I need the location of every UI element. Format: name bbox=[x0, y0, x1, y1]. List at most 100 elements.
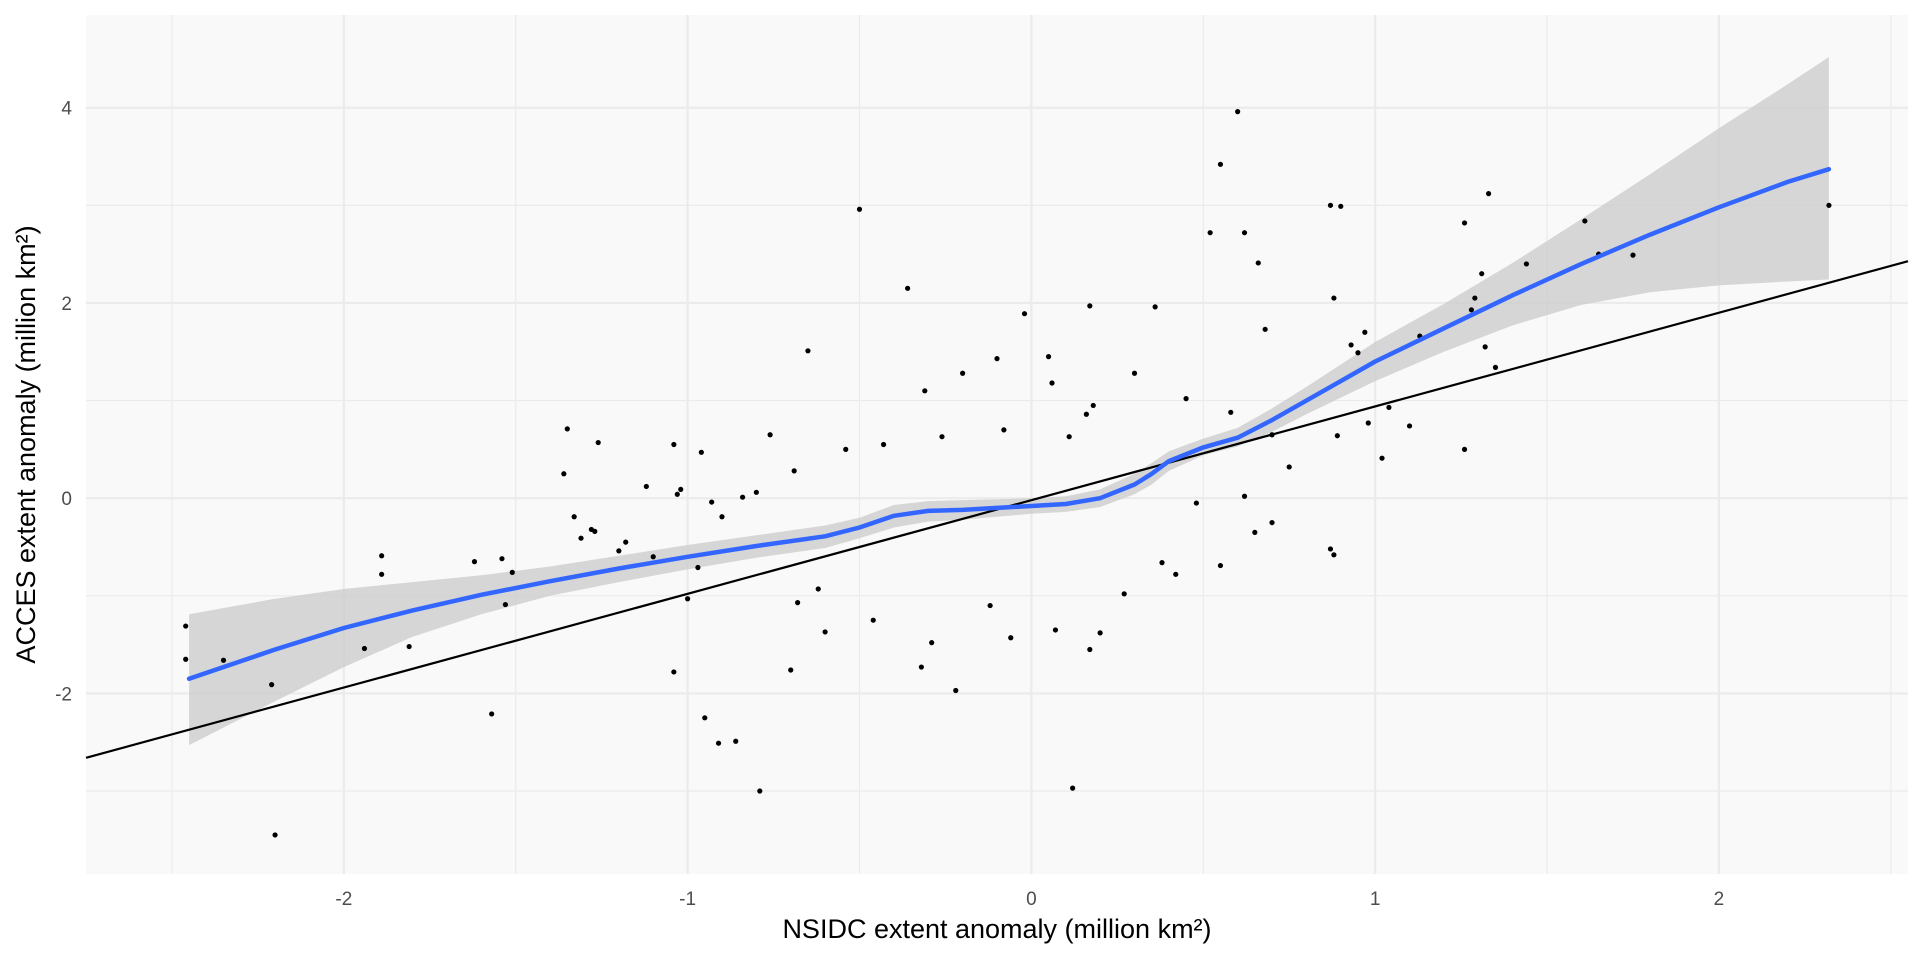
data-point bbox=[788, 667, 794, 673]
data-point bbox=[1630, 252, 1636, 258]
x-tick-label: 2 bbox=[1714, 889, 1725, 910]
data-point bbox=[702, 715, 708, 721]
data-point bbox=[918, 664, 924, 670]
data-point bbox=[671, 441, 677, 448]
data-point bbox=[767, 432, 773, 438]
data-point bbox=[1090, 402, 1096, 409]
data-point bbox=[709, 499, 715, 505]
data-point bbox=[1241, 230, 1248, 236]
data-point bbox=[1045, 354, 1052, 360]
data-point bbox=[1327, 202, 1334, 208]
data-point bbox=[379, 553, 385, 559]
data-point bbox=[183, 656, 189, 662]
data-point bbox=[406, 643, 412, 650]
data-point bbox=[1252, 529, 1258, 535]
data-point bbox=[1472, 295, 1478, 301]
data-point bbox=[1193, 500, 1199, 506]
data-point bbox=[571, 514, 577, 520]
data-point bbox=[1228, 409, 1234, 415]
data-point bbox=[1334, 433, 1340, 439]
data-point bbox=[1468, 307, 1475, 313]
data-point bbox=[1262, 326, 1268, 332]
data-point bbox=[674, 491, 680, 497]
data-point bbox=[1461, 220, 1468, 226]
data-point bbox=[623, 539, 629, 545]
data-point bbox=[1241, 493, 1248, 499]
data-point bbox=[1087, 303, 1093, 309]
data-point bbox=[1355, 350, 1361, 356]
data-point bbox=[939, 434, 945, 440]
data-point bbox=[1159, 560, 1165, 566]
data-point bbox=[870, 617, 876, 623]
data-point bbox=[1152, 304, 1158, 310]
data-point bbox=[791, 468, 797, 474]
data-point bbox=[1327, 546, 1334, 552]
plot-panel bbox=[86, 15, 1908, 874]
data-point bbox=[1582, 218, 1588, 224]
data-point bbox=[678, 486, 684, 493]
data-point bbox=[1097, 630, 1103, 636]
data-point bbox=[1331, 552, 1337, 558]
data-point bbox=[1001, 427, 1007, 433]
data-point bbox=[269, 682, 275, 688]
data-point bbox=[1485, 191, 1492, 197]
smooth-line bbox=[186, 166, 1832, 682]
data-point bbox=[499, 556, 505, 562]
data-point bbox=[856, 206, 863, 212]
data-point bbox=[1479, 271, 1485, 277]
data-point bbox=[1365, 420, 1371, 426]
y-tick-label: 0 bbox=[61, 489, 72, 510]
data-point bbox=[1066, 434, 1072, 440]
data-point bbox=[922, 388, 928, 394]
data-point bbox=[1362, 329, 1368, 335]
data-point bbox=[1183, 396, 1189, 402]
data-point bbox=[1207, 230, 1213, 236]
data-point bbox=[1083, 411, 1089, 417]
data-point bbox=[685, 596, 691, 602]
data-point bbox=[1087, 646, 1093, 653]
data-point bbox=[1386, 404, 1392, 411]
data-point bbox=[1331, 295, 1337, 301]
data-point bbox=[650, 554, 656, 560]
data-point bbox=[1217, 562, 1224, 569]
data-point bbox=[880, 441, 887, 448]
data-point bbox=[592, 528, 598, 534]
data-point bbox=[1379, 455, 1385, 461]
data-point bbox=[595, 439, 601, 446]
data-point bbox=[994, 356, 1000, 362]
data-point bbox=[1255, 260, 1261, 266]
data-point bbox=[1049, 380, 1055, 386]
axis-ticks: -2 -1 0 1 2 -2 0 2 4 bbox=[55, 99, 1724, 910]
data-point bbox=[1461, 446, 1468, 452]
data-point bbox=[715, 740, 722, 746]
data-point bbox=[795, 600, 801, 606]
data-points bbox=[183, 109, 1832, 838]
x-tick-label: -2 bbox=[335, 889, 352, 910]
data-point bbox=[753, 489, 759, 495]
data-point bbox=[220, 657, 227, 663]
data-point bbox=[272, 832, 278, 838]
data-point bbox=[805, 348, 811, 354]
data-point bbox=[1406, 423, 1413, 429]
data-point bbox=[1021, 311, 1028, 317]
x-tick-label: -1 bbox=[679, 889, 696, 910]
data-point bbox=[616, 548, 622, 554]
x-tick-label: 0 bbox=[1026, 889, 1037, 910]
data-point bbox=[578, 535, 584, 541]
data-point bbox=[1523, 261, 1530, 267]
smooth-line-layer bbox=[186, 166, 1832, 682]
data-point bbox=[695, 564, 701, 571]
data-point bbox=[929, 640, 935, 646]
data-point bbox=[822, 629, 828, 635]
data-point bbox=[1052, 627, 1059, 633]
data-point bbox=[843, 446, 849, 452]
data-point bbox=[564, 426, 570, 432]
data-point bbox=[1235, 109, 1241, 115]
y-tick-label: -2 bbox=[55, 684, 72, 705]
data-point bbox=[1008, 635, 1014, 641]
data-point bbox=[1131, 370, 1138, 376]
data-point bbox=[815, 586, 821, 592]
data-point bbox=[379, 571, 385, 577]
data-point bbox=[905, 285, 911, 291]
data-point bbox=[1121, 591, 1127, 597]
